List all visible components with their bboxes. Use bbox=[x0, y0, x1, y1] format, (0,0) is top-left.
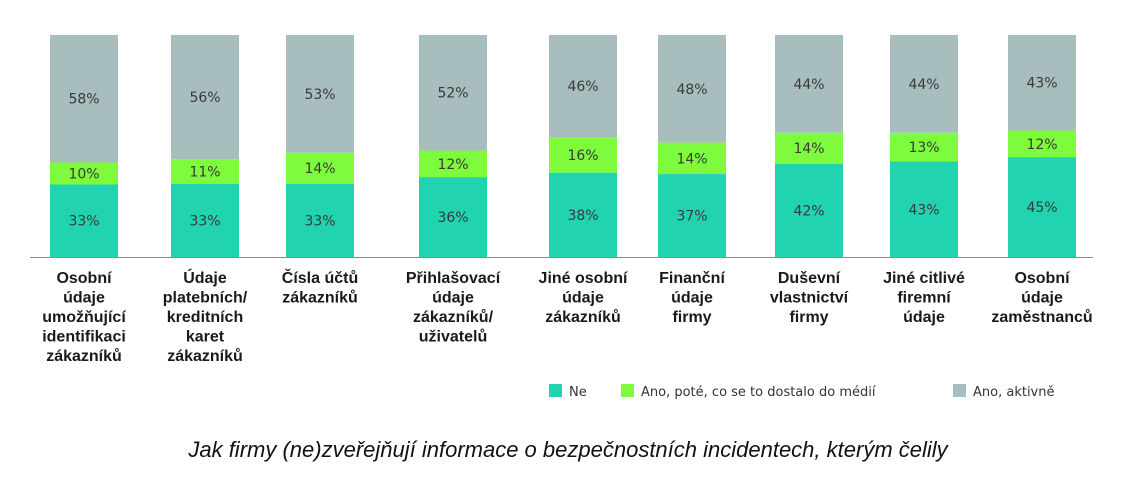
value-label-ano-pote-co-se-to-dostalo-do-medii-7: 14% bbox=[793, 141, 824, 157]
value-label-ano-pote-co-se-to-dostalo-do-medii-3: 14% bbox=[304, 161, 335, 177]
legend-swatch-ne bbox=[549, 384, 562, 397]
value-label-ne-6: 37% bbox=[676, 209, 707, 225]
category-label-4: Přihlašovací údaje zákazníků/uživatelů bbox=[406, 270, 501, 346]
category-label-9: Osobní údaje zaměstnanců bbox=[991, 270, 1092, 326]
category-label-8: Jiné citlivé firemní údaje bbox=[883, 270, 965, 326]
bar-segment-ano-aktivne-3 bbox=[286, 35, 354, 153]
value-label-ano-pote-co-se-to-dostalo-do-medii-4: 12% bbox=[437, 157, 468, 173]
category-label-7: Duševní vlastnictví firmy bbox=[770, 270, 849, 326]
value-label-ano-pote-co-se-to-dostalo-do-medii-1: 10% bbox=[68, 166, 99, 182]
legend-label-ano-aktivne: Ano, aktivně bbox=[973, 385, 1055, 400]
value-label-ne-1: 33% bbox=[68, 214, 99, 230]
value-label-ne-5: 38% bbox=[567, 208, 598, 224]
value-label-ne-3: 33% bbox=[304, 213, 335, 229]
category-labels-group: Osobní údaje umožňující identifikaci zákazní… bbox=[42, 268, 1092, 365]
value-label-ano-pote-co-se-to-dostalo-do-medii-2: 11% bbox=[189, 165, 220, 181]
bar-segment-ano-pote-co-se-to-dostalo-do-medii-7 bbox=[775, 132, 843, 164]
value-label-ano-pote-co-se-to-dostalo-do-medii-6: 14% bbox=[676, 151, 707, 167]
value-label-ne-7: 42% bbox=[793, 203, 824, 219]
value-label-ano-aktivne-4: 52% bbox=[437, 86, 468, 102]
value-label-ano-pote-co-se-to-dostalo-do-medii-8: 13% bbox=[908, 140, 939, 156]
bar-segment-ne-2 bbox=[171, 183, 239, 257]
bar-segment-ano-aktivne-6 bbox=[658, 35, 726, 143]
bar-segment-ano-pote-co-se-to-dostalo-do-medii-2 bbox=[171, 159, 239, 184]
bar-segment-ne-8 bbox=[890, 161, 958, 257]
bar-segment-ano-aktivne-1 bbox=[50, 35, 118, 163]
category-label-1: Osobní údaje umožňující identifikaci zákazní… bbox=[42, 270, 126, 365]
legend: Ne Ano, poté, co se to dostalo do médií An… bbox=[549, 384, 1055, 400]
legend-label-ano-pote-co-se-to-dostalo-do-medii: Ano, poté, co se to dostalo do médií bbox=[641, 385, 876, 400]
bar-segment-ano-aktivne-7 bbox=[775, 35, 843, 133]
bar-segment-ano-pote-co-se-to-dostalo-do-medii-6 bbox=[658, 142, 726, 175]
bar-segment-ne-7 bbox=[775, 163, 843, 257]
value-label-ne-4: 36% bbox=[437, 210, 468, 226]
bar-segment-ano-pote-co-se-to-dostalo-do-medii-3 bbox=[286, 152, 354, 184]
bar-segment-ano-aktivne-8 bbox=[890, 35, 958, 133]
value-label-ano-aktivne-7: 44% bbox=[793, 77, 824, 93]
bar-segment-ne-3 bbox=[286, 183, 354, 257]
value-label-ano-pote-co-se-to-dostalo-do-medii-9: 12% bbox=[1026, 137, 1057, 153]
value-label-ne-8: 43% bbox=[908, 202, 939, 218]
value-label-ano-aktivne-8: 44% bbox=[908, 77, 939, 93]
value-label-ano-aktivne-9: 43% bbox=[1026, 76, 1057, 92]
bar-segment-ano-pote-co-se-to-dostalo-do-medii-9 bbox=[1008, 130, 1076, 158]
bar-segment-ano-pote-co-se-to-dostalo-do-medii-4 bbox=[419, 150, 487, 178]
bar-segment-ano-pote-co-se-to-dostalo-do-medii-8 bbox=[890, 132, 958, 162]
chart-caption: Jak firmy (ne)zveřejňují informace o bez… bbox=[188, 437, 948, 462]
bar-segment-ano-aktivne-5 bbox=[549, 35, 617, 138]
bar-segment-ano-aktivne-4 bbox=[419, 35, 487, 151]
value-label-ne-2: 33% bbox=[189, 213, 220, 229]
value-label-ano-aktivne-2: 56% bbox=[189, 90, 220, 106]
category-label-5: Jiné osobní údaje zákazníků bbox=[539, 270, 628, 326]
value-label-ano-aktivne-6: 48% bbox=[676, 82, 707, 98]
category-label-6: Finanční údaje firmy bbox=[659, 270, 725, 326]
category-label-3: Čísla účtů zákazníků bbox=[282, 268, 358, 307]
value-labels-group: 33% 10% 58% 33% 11% 56% 33% 14% 53% 36% 12% 52% 38% 1… bbox=[68, 76, 1057, 230]
bar-segment-ne-4 bbox=[419, 177, 487, 257]
legend-swatch-ano-aktivne bbox=[953, 384, 966, 397]
value-label-ano-pote-co-se-to-dostalo-do-medii-5: 16% bbox=[567, 148, 598, 164]
legend-label-ne: Ne bbox=[569, 385, 587, 400]
value-label-ano-aktivne-5: 46% bbox=[567, 79, 598, 95]
bar-segment-ne-5 bbox=[549, 172, 617, 257]
bars-group bbox=[50, 35, 1076, 257]
bar-segment-ano-aktivne-9 bbox=[1008, 35, 1076, 131]
bar-segment-ne-1 bbox=[50, 184, 118, 257]
bar-segment-ano-pote-co-se-to-dostalo-do-medii-1 bbox=[50, 162, 118, 185]
stacked-bar-chart: 33% 10% 58% 33% 11% 56% 33% 14% 53% 36% 12% 52% 38% 1… bbox=[30, 35, 1093, 400]
bar-segment-ano-pote-co-se-to-dostalo-do-medii-5 bbox=[549, 137, 617, 173]
bar-segment-ne-9 bbox=[1008, 157, 1076, 257]
value-label-ne-9: 45% bbox=[1026, 200, 1057, 216]
bar-segment-ano-aktivne-2 bbox=[171, 35, 239, 160]
value-label-ano-aktivne-1: 58% bbox=[68, 92, 99, 108]
bar-segment-ne-6 bbox=[658, 174, 726, 257]
value-label-ano-aktivne-3: 53% bbox=[304, 87, 335, 103]
category-label-2: Údaje platebních/kreditních karet zákazníků bbox=[163, 268, 248, 365]
legend-swatch-ano-pote-co-se-to-dostalo-do-medii bbox=[621, 384, 634, 397]
